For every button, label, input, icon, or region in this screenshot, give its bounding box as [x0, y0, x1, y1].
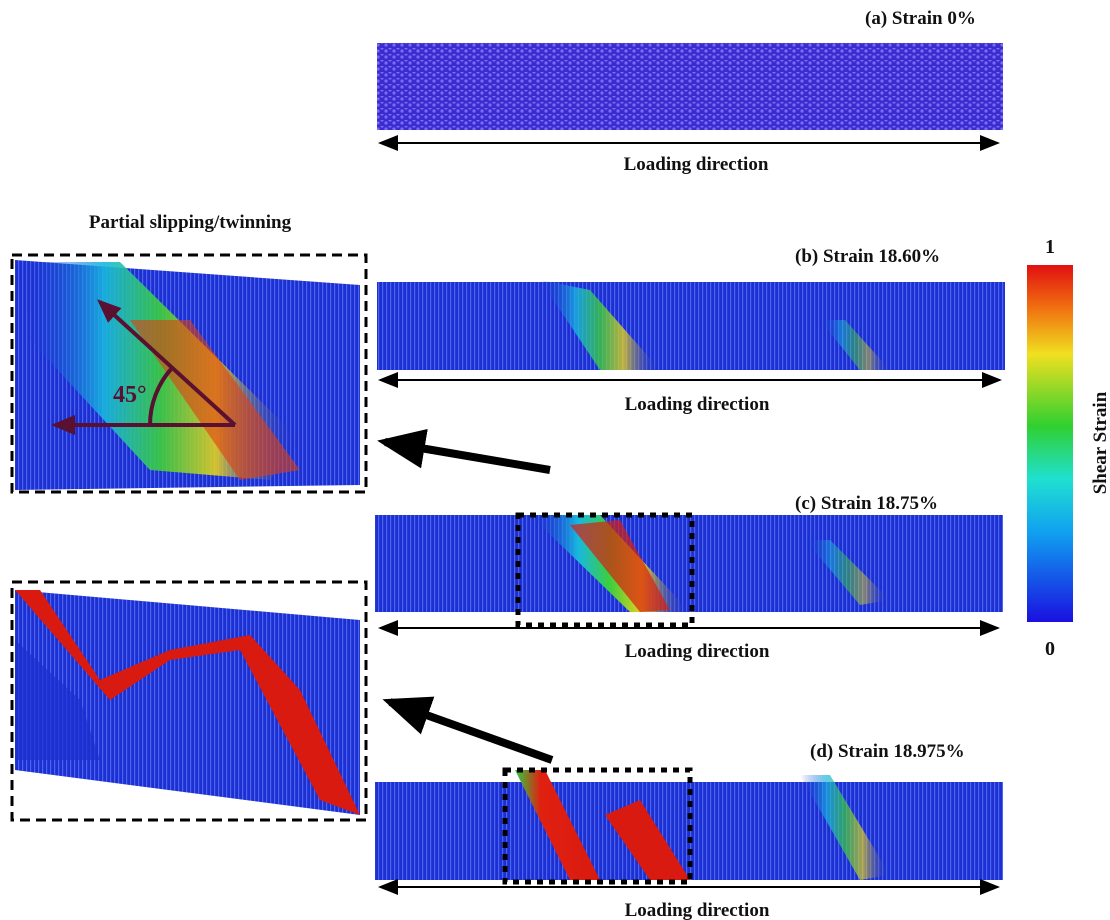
- axis-label: Loading direction: [625, 641, 770, 662]
- panel-label: (d) Strain 18.975%: [810, 741, 965, 762]
- shear-band: [800, 775, 890, 880]
- shear-band: [540, 280, 660, 370]
- inset-frame: [10, 253, 368, 494]
- colorbar-title: Shear Strain: [1090, 391, 1110, 494]
- inset-bottom: [10, 580, 368, 822]
- axis-label: Loading direction: [625, 900, 770, 920]
- colorbar: [1027, 265, 1073, 622]
- angle-arrow: [97, 299, 237, 427]
- shear-band: [605, 800, 690, 880]
- angle-arc: [148, 366, 174, 426]
- inset-top: 45°: [10, 253, 368, 494]
- atom-slab: [377, 43, 1003, 130]
- zoom-arrow: [377, 428, 551, 474]
- atom-slab: [377, 282, 1005, 370]
- shear-band: [820, 320, 890, 370]
- zoom-arrow: [382, 696, 554, 764]
- axis-label: Loading direction: [625, 394, 770, 415]
- panel-label: (b) Strain 18.60%: [795, 246, 940, 267]
- panel-label: (c) Strain 18.75%: [795, 493, 938, 514]
- atom-slab: [375, 515, 1003, 612]
- colorbar-min: 0: [1045, 638, 1055, 660]
- colorbar-max: 1: [1045, 236, 1055, 258]
- atom-slab: [15, 590, 360, 815]
- shear-band: [515, 770, 600, 880]
- inset-frame: [10, 580, 368, 822]
- shear-band: [130, 320, 300, 480]
- axis-label: Loading direction: [624, 154, 769, 175]
- shear-band: [805, 540, 890, 605]
- inset-title: Partial slipping/twinning: [89, 212, 292, 233]
- atom-slab: [15, 640, 100, 760]
- panel-label: (a) Strain 0%: [865, 8, 976, 29]
- shear-band: [570, 520, 670, 612]
- zoom-box: [515, 512, 695, 628]
- angle-label: 45°: [113, 382, 147, 408]
- shear-band: [15, 590, 360, 815]
